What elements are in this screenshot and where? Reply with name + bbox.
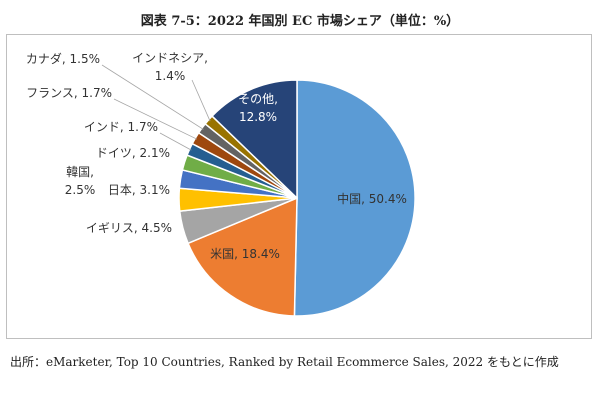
slice-label-5: ドイツ, 2.1% bbox=[96, 146, 170, 160]
slice-label-4: 韓国, 2.5% bbox=[65, 165, 96, 197]
pie-slices bbox=[178, 79, 416, 317]
leader-line-9 bbox=[191, 79, 211, 122]
slice-label-8: カナダ, 1.5% bbox=[26, 51, 100, 66]
data-labels: 中国, 50.4% 米国, 18.4% イギリス, 4.5% 日本, 3.1% 韓国, 2… bbox=[26, 51, 407, 261]
slice-label-0: 中国, 50.4% bbox=[337, 191, 407, 206]
pie-slice-1 bbox=[187, 196, 298, 317]
source-note: 出所：eMarketer, Top 10 Countries, Ranked b… bbox=[10, 355, 559, 369]
leader-lines bbox=[101, 64, 211, 151]
leader-line-6 bbox=[159, 132, 192, 151]
slice-label-10: その他, 12.8% bbox=[238, 92, 278, 124]
slice-label-9: インドネシア, 1.4% bbox=[132, 51, 208, 83]
leader-line-7 bbox=[113, 98, 198, 140]
pie-slice-0 bbox=[293, 79, 416, 317]
slice-label-2: イギリス, 4.5% bbox=[86, 221, 172, 235]
leader-line-8 bbox=[101, 64, 204, 130]
slice-label-1: 米国, 18.4% bbox=[210, 247, 280, 261]
pie-slice-10 bbox=[211, 79, 298, 200]
chart-title: 図表 7-5：2022 年国別 EC 市場シェア（単位：%） bbox=[140, 14, 460, 29]
chart-frame bbox=[6, 34, 592, 339]
slice-label-6: インド, 1.7% bbox=[84, 120, 158, 134]
slice-label-7: フランス, 1.7% bbox=[26, 86, 112, 100]
slice-label-3: 日本, 3.1% bbox=[108, 183, 170, 197]
